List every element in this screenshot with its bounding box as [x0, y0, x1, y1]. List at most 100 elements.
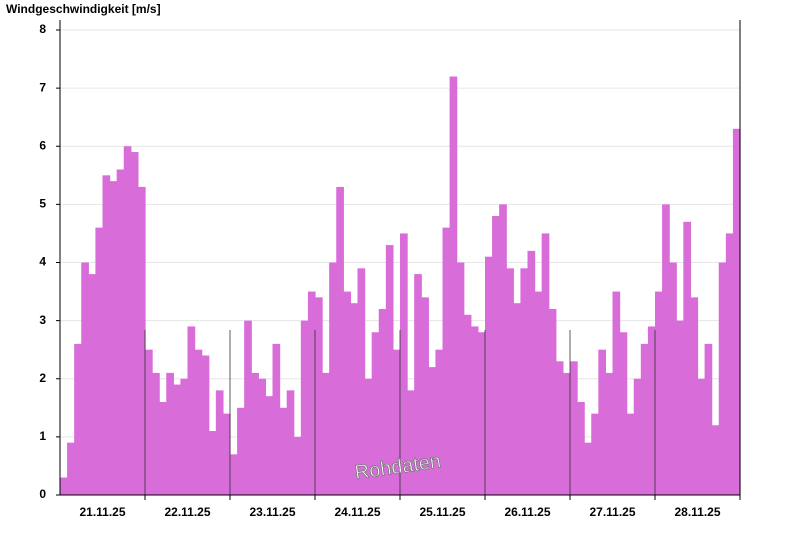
area-segment	[442, 227, 451, 495]
area-segment	[577, 402, 585, 495]
area-segment	[364, 378, 373, 495]
area-segment	[676, 320, 684, 495]
area-segment	[67, 442, 75, 495]
area-segment	[506, 268, 514, 495]
area-segment	[357, 268, 366, 495]
area-segment	[470, 326, 479, 495]
area-segment	[343, 291, 352, 495]
area-segment	[307, 291, 316, 495]
x-tick-label: 27.11.25	[589, 505, 635, 519]
area-segment	[74, 343, 82, 495]
area-segment	[718, 262, 727, 495]
area-segment	[272, 343, 281, 495]
area-segment	[265, 396, 274, 495]
area-segment	[201, 355, 210, 495]
area-segment	[116, 169, 125, 495]
area-segment	[145, 349, 153, 495]
area-segment	[322, 372, 330, 495]
area-segment	[485, 256, 493, 495]
x-tick-label: 21.11.25	[79, 505, 125, 519]
area-segment	[633, 378, 642, 495]
area-segment	[392, 349, 401, 495]
area-segment	[81, 262, 89, 495]
area-segment	[612, 291, 621, 495]
area-segment	[237, 407, 245, 495]
area-segment	[60, 477, 68, 495]
area-segment	[513, 303, 522, 495]
area-segment	[435, 349, 444, 495]
area-segment	[251, 372, 259, 495]
area-segment	[173, 384, 182, 495]
y-tick-label: 2	[39, 371, 46, 385]
area-segment	[378, 309, 387, 495]
y-tick-label: 5	[39, 197, 46, 211]
area-segment	[421, 297, 429, 495]
area-segment	[109, 181, 118, 495]
y-tick-label: 3	[39, 313, 46, 327]
area-segment	[428, 367, 437, 495]
area-segment	[463, 314, 472, 495]
area	[60, 76, 741, 495]
area-segment	[258, 378, 267, 495]
area-segment	[315, 297, 323, 495]
area-segment	[640, 343, 649, 495]
y-tick-label: 8	[39, 22, 46, 36]
y-tick-label: 0	[39, 487, 46, 501]
area-segment	[541, 233, 550, 495]
area-segment	[187, 326, 196, 495]
area-segment	[683, 221, 692, 495]
area-segment	[605, 372, 614, 495]
area-segment	[293, 436, 302, 495]
area-segment	[449, 76, 458, 495]
area-segment	[662, 204, 670, 495]
area-segment	[725, 233, 734, 495]
area-segment	[690, 297, 699, 495]
area-segment	[279, 407, 288, 495]
area-segment	[88, 274, 97, 495]
area-segment	[407, 390, 415, 495]
area-segment	[570, 361, 578, 495]
x-tick-label: 28.11.25	[674, 505, 720, 519]
y-tick-label: 1	[39, 429, 46, 443]
x-tick-label: 26.11.25	[504, 505, 550, 519]
area-segment	[286, 390, 295, 495]
x-tick-label: 24.11.25	[334, 505, 380, 519]
area-segment	[166, 372, 174, 495]
area-segment	[152, 372, 160, 495]
area-segment	[732, 128, 741, 495]
area-segment	[180, 378, 189, 495]
area-segment	[655, 291, 663, 495]
area-segment	[230, 454, 238, 495]
area-segment	[584, 442, 592, 495]
area-segment	[562, 372, 571, 495]
area-segment	[208, 431, 217, 495]
x-tick-label: 25.11.25	[419, 505, 465, 519]
area-segment	[555, 361, 564, 495]
area-segment	[647, 326, 656, 495]
area-segment	[400, 233, 408, 495]
area-segment	[548, 309, 557, 495]
x-tick-label: 22.11.25	[164, 505, 210, 519]
area-segment	[704, 343, 713, 495]
area-segment	[414, 274, 422, 495]
area-segment	[123, 146, 132, 495]
area-segment	[697, 378, 706, 495]
area-segment	[669, 262, 677, 495]
area-segment	[591, 413, 599, 495]
area-segment	[619, 332, 628, 495]
area-segment	[300, 320, 309, 495]
area-segment	[527, 250, 536, 495]
x-tick-label: 23.11.25	[249, 505, 295, 519]
area-segment	[194, 349, 203, 495]
area-segment	[137, 186, 146, 495]
y-tick-label: 7	[39, 80, 46, 94]
area-segment	[626, 413, 635, 495]
y-tick-label: 4	[39, 255, 46, 269]
area-segment	[95, 227, 104, 495]
area-segment	[477, 332, 486, 495]
area-segment	[102, 175, 111, 495]
area-segment	[385, 245, 394, 495]
area-segment	[350, 303, 359, 495]
area-segment	[534, 291, 543, 495]
